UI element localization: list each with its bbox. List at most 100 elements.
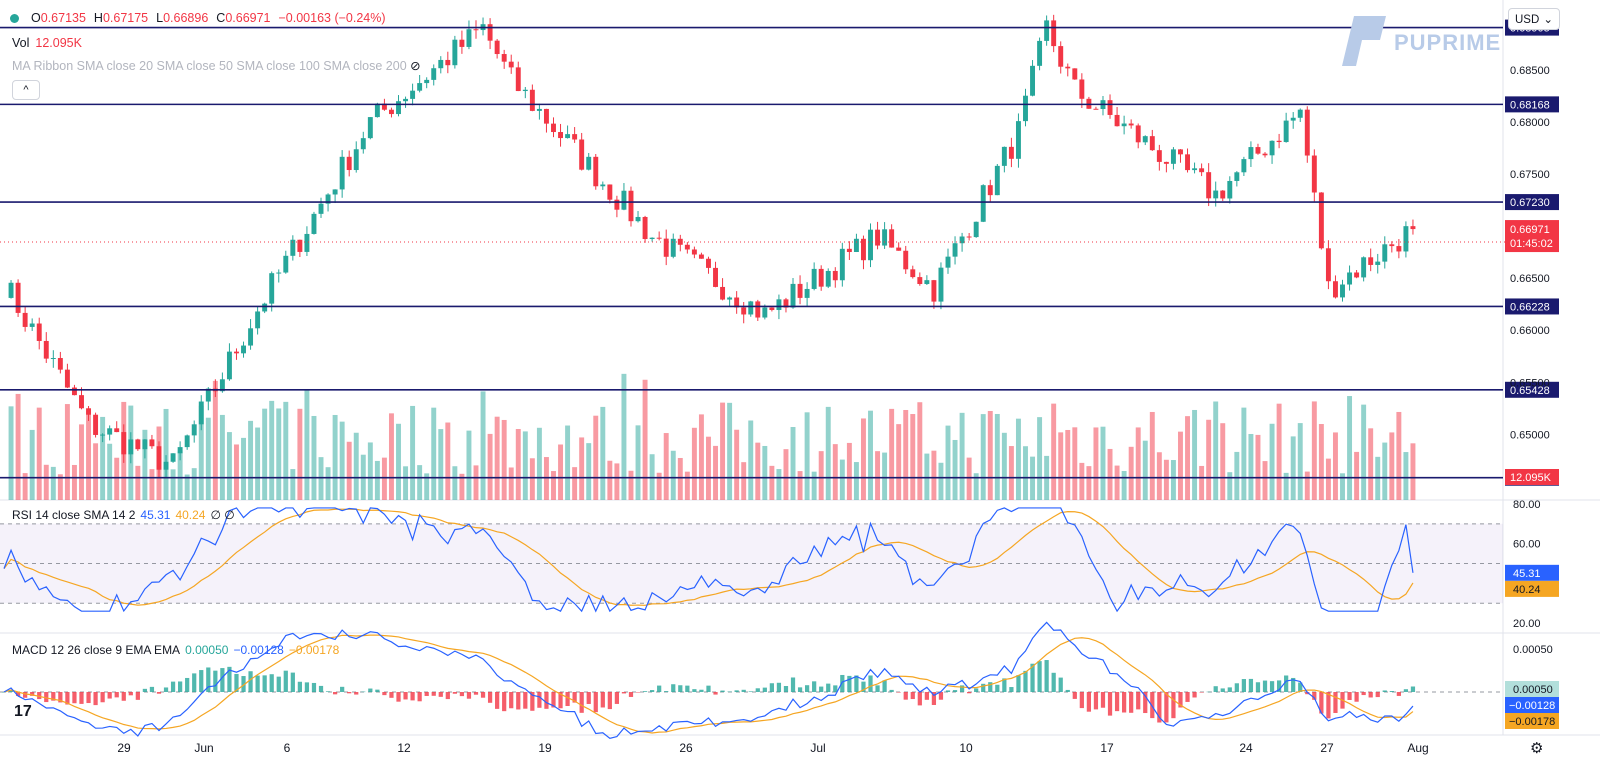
macd-histogram-bar <box>762 687 767 692</box>
volume-bar <box>508 467 514 500</box>
macd-histogram-bar <box>354 692 359 695</box>
volume-bar <box>1142 440 1148 500</box>
volume-bar <box>1269 423 1275 500</box>
macd-histogram-bar <box>178 681 183 692</box>
candle-body <box>283 255 289 273</box>
chevron-down-icon: ⌄ <box>1543 14 1553 26</box>
gear-icon[interactable]: ⚙ <box>1530 740 1544 757</box>
volume-bar <box>713 445 718 500</box>
macd-histogram-bar <box>396 692 401 702</box>
candle-body <box>226 351 232 380</box>
candle-body <box>952 243 958 257</box>
candle-body <box>374 103 380 118</box>
volume-bar <box>741 462 747 500</box>
volume-bar <box>973 473 979 500</box>
macd-histogram-bar <box>1044 660 1049 692</box>
macd-histogram-bar <box>382 692 387 696</box>
time-tick: Jun <box>194 741 213 755</box>
volume-bar <box>1185 416 1190 500</box>
candle-body <box>1276 140 1282 143</box>
tradingview-logo[interactable]: 17 <box>14 703 32 720</box>
change-value: −0.00163 (−0.24%) <box>278 11 386 25</box>
volume-bar <box>290 469 296 500</box>
level-badge[interactable] <box>1505 298 1559 315</box>
macd-histogram-bar <box>1255 682 1261 692</box>
level-badge[interactable] <box>1505 194 1559 211</box>
candle-body <box>269 273 275 304</box>
macd-histogram-bar <box>149 686 155 692</box>
macd-histogram-bar <box>678 685 683 692</box>
macd-histogram-bar <box>812 681 817 692</box>
volume-bar <box>868 410 873 500</box>
currency-select[interactable]: USD ⌄ <box>1508 8 1560 30</box>
volume-bar <box>776 469 782 500</box>
candle-body <box>572 134 578 140</box>
macd-histogram-bar <box>1403 689 1409 692</box>
macd-histogram-bar <box>565 692 570 706</box>
macd-histogram-bar <box>685 685 690 692</box>
rsi-tick: 80.00 <box>1513 499 1541 511</box>
macd-histogram-bar <box>769 683 774 692</box>
macd-tick: 0.00050 <box>1513 644 1553 656</box>
volume-bar <box>558 444 564 500</box>
candle-body <box>191 424 197 436</box>
candle-body <box>290 239 296 256</box>
candle-body <box>825 270 831 287</box>
volume-bar <box>135 465 141 500</box>
volume-bar <box>1023 446 1028 500</box>
macd-histogram-bar <box>283 670 288 692</box>
volume-bar <box>1128 446 1134 500</box>
candle-body <box>811 268 817 289</box>
candle-body <box>621 190 627 210</box>
macd-histogram-bar <box>1086 692 1092 712</box>
candle-body <box>424 79 430 84</box>
volume-bar <box>452 466 458 500</box>
candle-body <box>656 237 662 239</box>
volume-bar <box>853 462 859 500</box>
level-badge[interactable] <box>1505 381 1559 398</box>
ma-ribbon-legend[interactable]: MA Ribbon SMA close 20 SMA close 50 SMA … <box>12 59 421 73</box>
volume-bar <box>1262 461 1268 500</box>
time-tick: 17 <box>1100 741 1114 755</box>
eye-hidden-icon[interactable]: ⊘ <box>410 59 421 73</box>
volume-bar <box>1072 427 1078 500</box>
macd-histogram-bar <box>1100 692 1106 708</box>
candle-body <box>713 267 718 287</box>
macd-histogram-bar <box>389 692 394 698</box>
candle-body <box>543 108 549 124</box>
macd-histogram-bar <box>1185 692 1190 702</box>
rsi-sma-line <box>3 508 1414 606</box>
candle-body <box>875 229 881 246</box>
candle-body <box>1290 117 1296 121</box>
volume-bar <box>917 402 923 500</box>
volume-bar <box>1086 466 1092 500</box>
candle-body <box>706 258 711 268</box>
candle-body <box>487 24 493 41</box>
time-axis[interactable]: 29 Jun 6 12 19 26 Jul 10 17 24 27 Aug <box>117 741 1428 755</box>
macd-histogram-bar <box>220 668 225 692</box>
collapse-legend-button[interactable]: ^ <box>12 80 40 100</box>
volume-bar <box>325 467 331 500</box>
macd-histogram-bar <box>1192 692 1197 698</box>
volume-bar <box>1015 418 1021 500</box>
macd-histogram-bar <box>804 685 810 692</box>
level-badge-label: 0.65428 <box>1510 385 1550 397</box>
price-axis[interactable]: 0.689050.681680.672300.662280.654280.645… <box>1505 19 1559 729</box>
macd-histogram-bar <box>776 682 782 692</box>
volume-bar <box>191 468 197 500</box>
candle-body <box>1375 261 1381 265</box>
volume-bar <box>403 466 409 500</box>
macd-histogram-bar <box>1262 680 1268 692</box>
macd-histogram-bar <box>142 688 148 692</box>
candle-body <box>1135 125 1141 143</box>
volume-bar <box>1276 403 1282 500</box>
candle-body <box>149 439 155 447</box>
level-badge[interactable] <box>1505 96 1559 113</box>
candle-body <box>86 408 92 415</box>
macd-histogram-bar <box>276 676 281 692</box>
volume-bar <box>107 443 113 500</box>
support-resistance-levels[interactable] <box>0 26 1503 479</box>
candle-body <box>205 388 211 402</box>
candle-body <box>945 256 951 268</box>
